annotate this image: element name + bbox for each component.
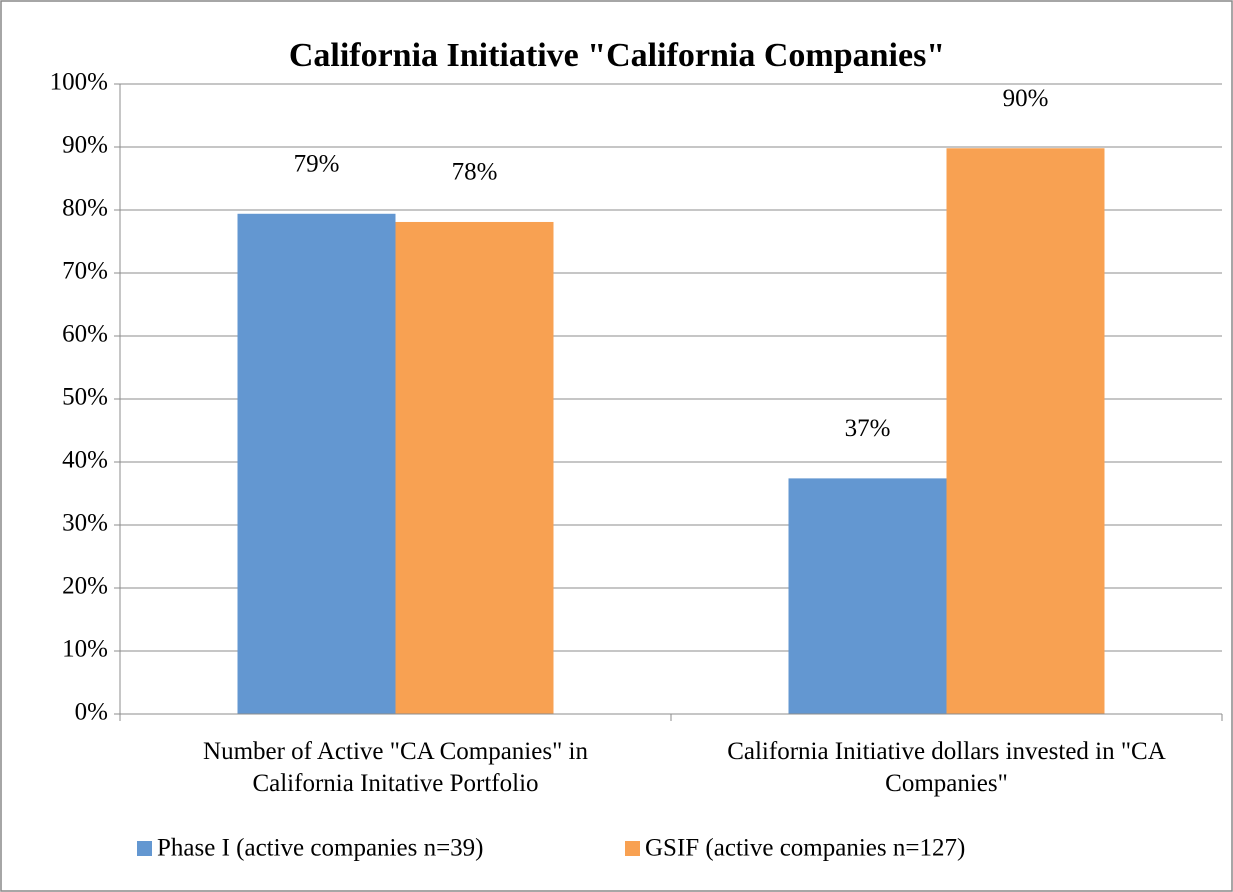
- legend-swatch: [137, 841, 152, 856]
- bar: [946, 148, 1105, 714]
- y-tick-label: 0%: [75, 699, 108, 726]
- y-tick-label: 70%: [62, 258, 108, 285]
- legend-label: Phase I (active companies n=39): [157, 835, 484, 862]
- y-tick-label: 80%: [62, 195, 108, 222]
- data-label: 78%: [452, 159, 498, 186]
- y-tick-label: 50%: [62, 384, 108, 411]
- data-label: 37%: [845, 415, 891, 442]
- legend-swatch: [625, 841, 640, 856]
- y-tick-label: 60%: [62, 321, 108, 348]
- chart-title: California Initiative "California Compan…: [289, 37, 945, 74]
- y-tick-label: 20%: [62, 573, 108, 600]
- legend-label: GSIF (active companies n=127): [645, 835, 965, 862]
- y-tick-label: 40%: [62, 447, 108, 474]
- y-tick-label: 10%: [62, 636, 108, 663]
- y-tick-label: 30%: [62, 510, 108, 537]
- bar: [237, 213, 396, 714]
- data-label: 90%: [1003, 85, 1049, 112]
- y-tick-label: 100%: [50, 69, 108, 96]
- bar: [395, 221, 554, 714]
- x-tick-label: Number of Active "CA Companies" in Calif…: [203, 738, 588, 797]
- data-label: 79%: [294, 151, 340, 178]
- y-tick-label: 90%: [62, 132, 108, 159]
- bar: [788, 478, 947, 714]
- x-tick-label: California Initiative dollars invested i…: [727, 738, 1166, 797]
